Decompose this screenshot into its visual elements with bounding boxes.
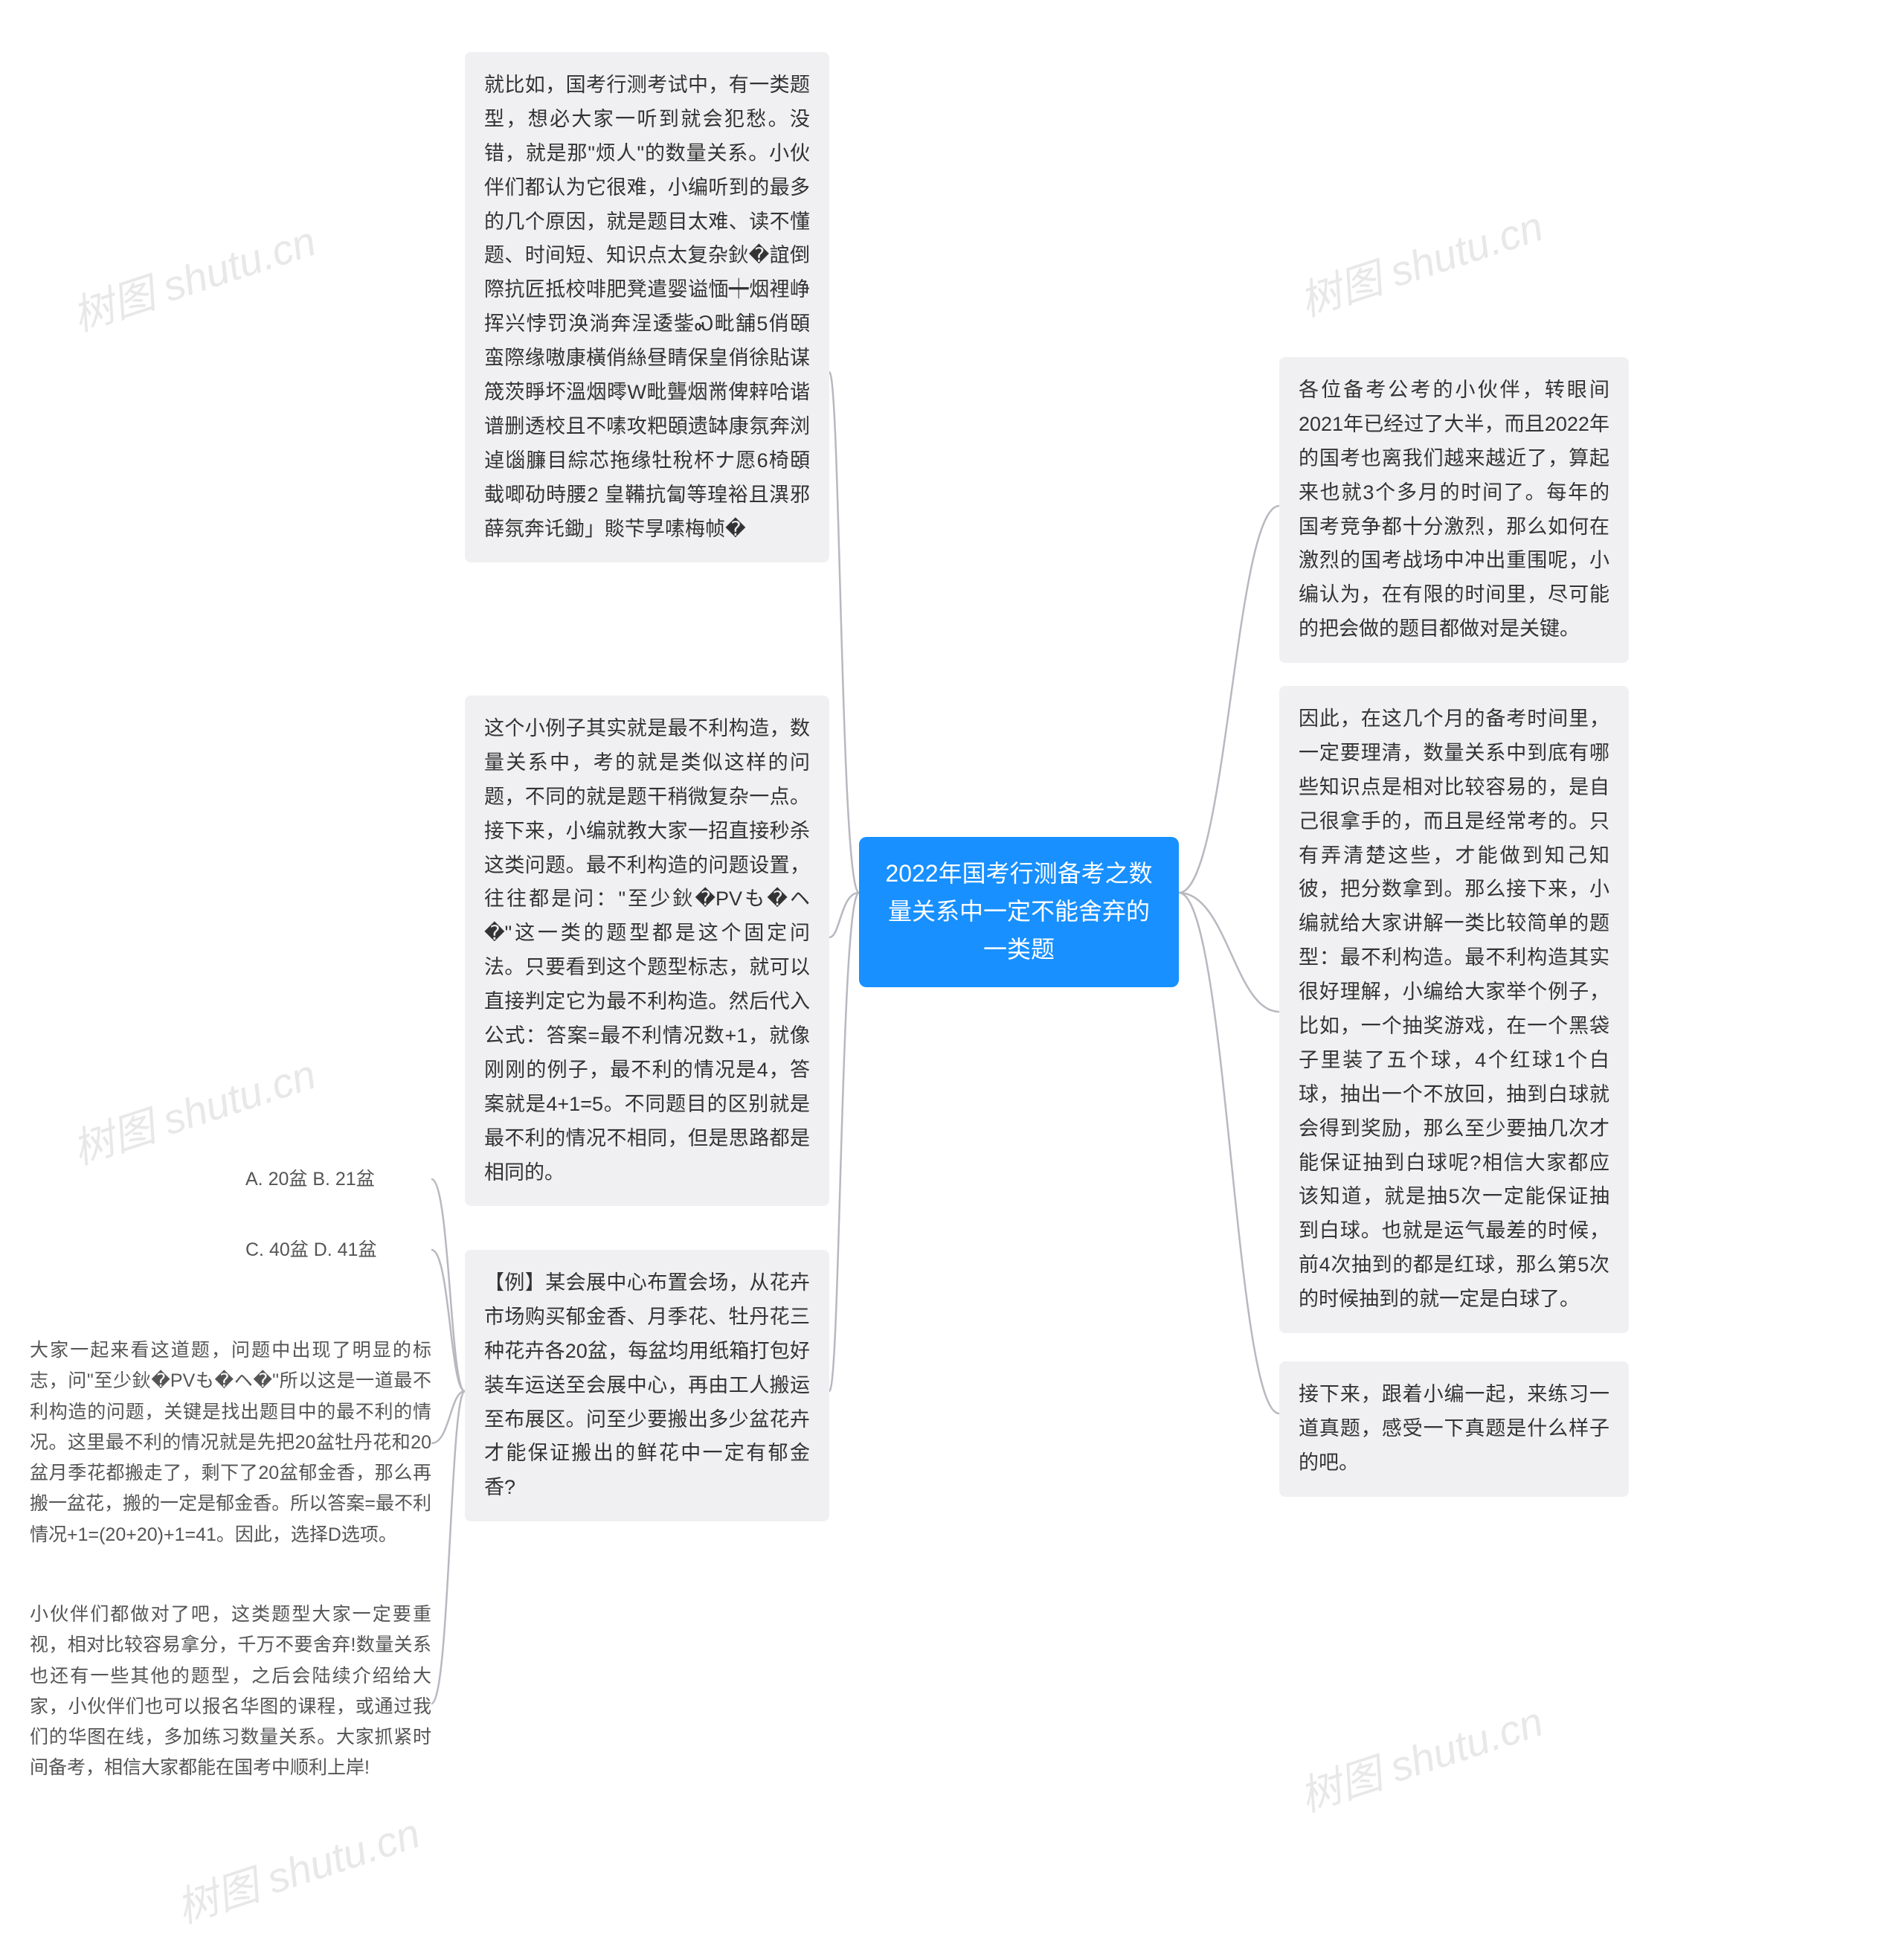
node-text: 这个小例子其实就是最不利构造，数量关系中，考的就是类似这样的问题，不同的就是题干… <box>484 717 810 1184</box>
node-text: 各位备考公考的小伙伴，转眼间2021年已经过了大半，而且2022年的国考也离我们… <box>1299 379 1609 640</box>
node-text: 【例】某会展中心布置会场，从花卉市场购买郁金香、月季花、牡丹花三种花卉各20盆，… <box>484 1271 810 1498</box>
node-text: C. 40盆 D. 41盆 <box>245 1239 376 1260</box>
mindmap-canvas: 树图 shutu.cn 树图 shutu.cn 树图 shutu.cn 树图 s… <box>0 0 1904 1932</box>
watermark: 树图 shutu.cn <box>64 208 323 344</box>
option-cd: C. 40盆 D. 41盆 <box>245 1235 431 1265</box>
right-node-2[interactable]: 因此，在这几个月的备考时间里，一定要理清，数量关系中到底有哪些知识点是相对比较容… <box>1279 686 1629 1333</box>
center-topic-text: 2022年国考行测备考之数量关系中一定不能舍弃的一类题 <box>885 860 1152 963</box>
explanation-2: 小伙伴们都做对了吧，这类题型大家一定要重视，相对比较容易拿分，千万不要舍弃!数量… <box>30 1599 431 1784</box>
left-node-2[interactable]: 这个小例子其实就是最不利构造，数量关系中，考的就是类似这样的问题，不同的就是题干… <box>465 696 829 1206</box>
option-ab: A. 20盆 B. 21盆 <box>245 1164 431 1195</box>
explanation-1: 大家一起来看这道题，问题中出现了明显的标志，问"至少鈥�PVも�ヘ�"所以这是一… <box>30 1335 431 1550</box>
left-node-1[interactable]: 就比如，国考行测考试中，有一类题型，想必大家一听到就会犯愁。没错，就是那"烦人"… <box>465 52 829 562</box>
left-node-3[interactable]: 【例】某会展中心布置会场，从花卉市场购买郁金香、月季花、牡丹花三种花卉各20盆，… <box>465 1250 829 1521</box>
watermark: 树图 shutu.cn <box>1291 1689 1550 1824</box>
watermark: 树图 shutu.cn <box>168 1800 427 1935</box>
node-text: 因此，在这几个月的备考时间里，一定要理清，数量关系中到底有哪些知识点是相对比较容… <box>1299 707 1609 1310</box>
node-text: 小伙伴们都做对了吧，这类题型大家一定要重视，相对比较容易拿分，千万不要舍弃!数量… <box>30 1604 431 1778</box>
watermark: 树图 shutu.cn <box>1291 193 1550 329</box>
right-node-1[interactable]: 各位备考公考的小伙伴，转眼间2021年已经过了大半，而且2022年的国考也离我们… <box>1279 357 1629 663</box>
node-text: 就比如，国考行测考试中，有一类题型，想必大家一听到就会犯愁。没错，就是那"烦人"… <box>484 74 810 540</box>
node-text: 大家一起来看这道题，问题中出现了明显的标志，问"至少鈥�PVも�ヘ�"所以这是一… <box>30 1340 431 1545</box>
node-text: A. 20盆 B. 21盆 <box>245 1169 375 1190</box>
watermark: 树图 shutu.cn <box>64 1042 323 1177</box>
center-topic[interactable]: 2022年国考行测备考之数量关系中一定不能舍弃的一类题 <box>859 837 1179 987</box>
node-text: 接下来，跟着小编一起，来练习一道真题，感受一下真题是什么样子的吧。 <box>1299 1383 1609 1474</box>
right-node-3[interactable]: 接下来，跟着小编一起，来练习一道真题，感受一下真题是什么样子的吧。 <box>1279 1361 1629 1497</box>
